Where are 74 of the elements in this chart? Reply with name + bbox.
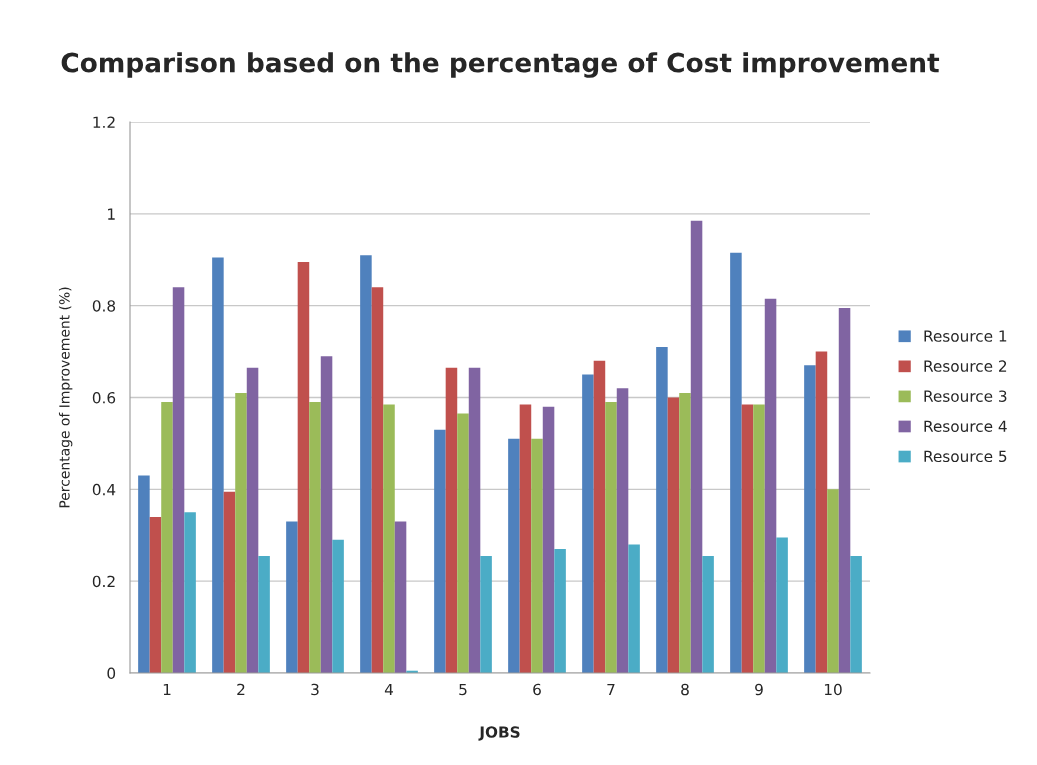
bar bbox=[457, 413, 469, 673]
bar bbox=[542, 406, 555, 673]
bar bbox=[764, 298, 777, 673]
bar bbox=[679, 392, 691, 673]
bar bbox=[172, 287, 185, 673]
bar bbox=[138, 475, 150, 673]
bar bbox=[582, 374, 594, 673]
bar bbox=[741, 404, 754, 673]
y-tick-label: 0.6 bbox=[92, 391, 116, 404]
bar bbox=[309, 402, 321, 673]
bar bbox=[297, 262, 310, 673]
bar bbox=[371, 287, 384, 673]
bar bbox=[332, 539, 344, 673]
bar bbox=[149, 516, 162, 673]
bar bbox=[838, 307, 851, 673]
legend-label: Resource 5 bbox=[924, 450, 1007, 463]
x-tick-label: 7 bbox=[607, 683, 615, 696]
bar bbox=[667, 397, 680, 673]
y-tick-label: 0 bbox=[107, 667, 116, 680]
bar bbox=[730, 252, 742, 673]
bar bbox=[605, 402, 617, 673]
bar bbox=[753, 404, 765, 673]
bar bbox=[804, 365, 816, 673]
x-tick-label: 9 bbox=[755, 683, 763, 696]
x-tick-label: 8 bbox=[681, 683, 689, 696]
bar bbox=[554, 549, 566, 673]
legend-label: Resource 3 bbox=[924, 390, 1007, 402]
bar bbox=[258, 555, 270, 673]
legend-label: Resource 4 bbox=[924, 420, 1007, 432]
legend-label: Resource 1 bbox=[924, 330, 1007, 342]
bar bbox=[394, 521, 407, 673]
bar bbox=[593, 360, 606, 673]
bar bbox=[445, 367, 458, 673]
bar bbox=[320, 356, 333, 673]
bar bbox=[531, 438, 543, 673]
bar bbox=[184, 512, 196, 673]
bar bbox=[212, 257, 224, 673]
x-tick-label: 10 bbox=[824, 683, 842, 696]
bar bbox=[690, 220, 703, 673]
bar bbox=[286, 521, 298, 673]
y-tick-label: 1 bbox=[108, 208, 115, 220]
x-tick-label: 2 bbox=[237, 683, 245, 696]
bar bbox=[468, 367, 481, 673]
bar bbox=[434, 429, 446, 673]
bar bbox=[480, 555, 492, 673]
bar bbox=[776, 537, 788, 673]
legend-label: Resource 2 bbox=[924, 360, 1007, 372]
x-tick-label: 6 bbox=[533, 683, 541, 696]
bar bbox=[223, 491, 236, 673]
chart-title: Comparison based on the percentage of Cost improvement bbox=[61, 52, 940, 78]
x-axis-title: JOBS bbox=[478, 726, 520, 741]
bar bbox=[360, 255, 372, 673]
x-tick-label: 3 bbox=[311, 683, 319, 696]
y-axis-title: Percentage of Improvement (%) bbox=[58, 287, 73, 508]
x-tick-label: 5 bbox=[459, 683, 467, 696]
bar bbox=[519, 404, 532, 673]
bar bbox=[827, 489, 839, 673]
y-tick-label: 1.2 bbox=[93, 116, 115, 128]
y-tick-label: 0.2 bbox=[92, 575, 115, 588]
x-tick-label: 1 bbox=[163, 683, 171, 696]
bar bbox=[702, 555, 714, 673]
bar bbox=[161, 402, 173, 673]
bar bbox=[850, 555, 862, 673]
bar bbox=[383, 404, 395, 673]
bar bbox=[815, 351, 828, 673]
x-tick-label: 4 bbox=[384, 683, 393, 696]
bar bbox=[656, 346, 668, 673]
bar bbox=[246, 367, 259, 673]
y-tick-label: 0.4 bbox=[92, 483, 116, 496]
bar bbox=[616, 388, 629, 673]
bar bbox=[508, 438, 520, 673]
bar bbox=[628, 544, 640, 673]
y-tick-label: 0.8 bbox=[92, 300, 116, 312]
bar bbox=[235, 392, 247, 673]
